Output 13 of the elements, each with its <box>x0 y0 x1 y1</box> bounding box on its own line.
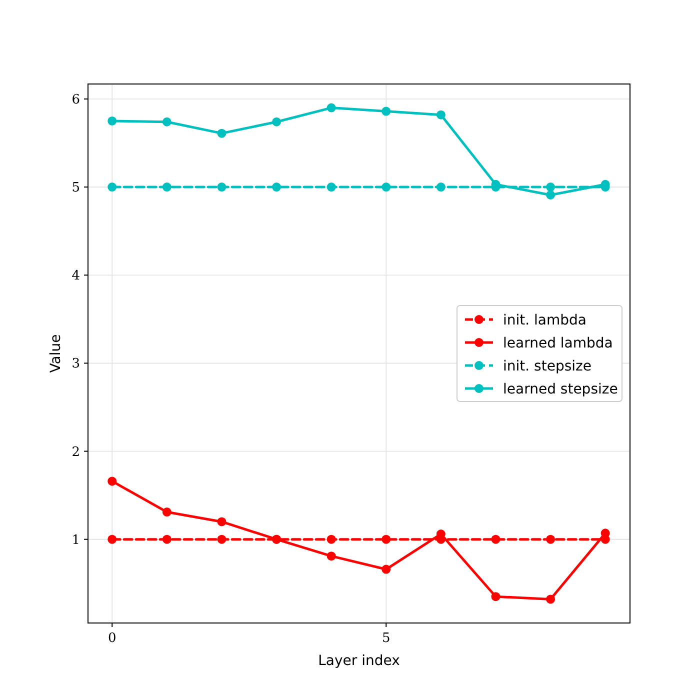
y-tick-label: 1 <box>72 532 80 548</box>
legend-label: learned lambda <box>503 335 613 352</box>
legend-label: init. lambda <box>503 312 587 328</box>
y-tick-label: 3 <box>72 356 80 372</box>
legend-label: learned stepsize <box>503 381 618 398</box>
y-tick-label: 4 <box>72 268 80 284</box>
x-tick-label: 0 <box>108 631 116 646</box>
legend-label: init. stepsize <box>503 358 592 374</box>
x-axis-title: Layer index <box>318 653 400 669</box>
y-tick-label: 2 <box>72 444 80 460</box>
y-tick-label: 5 <box>72 180 80 196</box>
y-axis-title: Value <box>48 334 64 373</box>
y-tick-label: 6 <box>72 92 80 108</box>
